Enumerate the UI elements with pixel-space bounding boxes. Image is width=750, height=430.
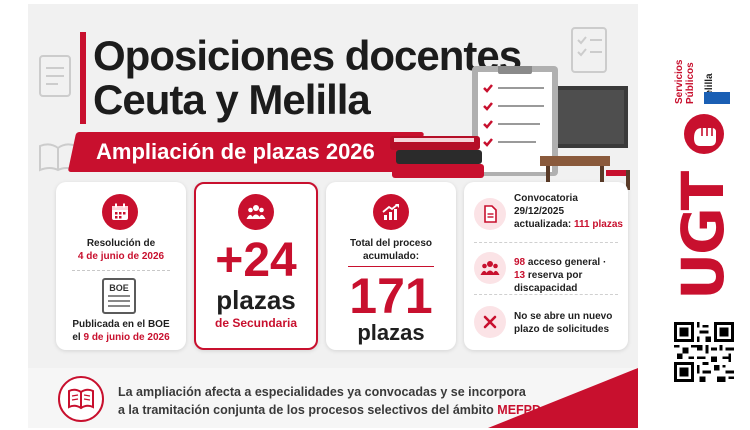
clipboard-books-illustration [390, 66, 630, 190]
servicios-text: Servicios Públicos [674, 60, 696, 104]
total-label: Total del proceso acumulado: [328, 237, 454, 263]
cross-badge [474, 306, 506, 338]
resolucion-text: Resolución de 4 de junio de 2026 [64, 237, 178, 263]
brand-sidebar: Servicios Públicos Melilla UGT [660, 0, 750, 430]
boe-text: Publicada en el BOE el 9 de junio de 202… [64, 318, 178, 344]
document-icon [484, 205, 497, 223]
reparto-reserva-label: reserva por discapacidad [514, 270, 583, 294]
people-icon [246, 205, 266, 219]
total-divider [348, 266, 434, 267]
new-places-detail: de Secundaria [214, 316, 298, 330]
plazo-line-1: No se abre un nuevo [514, 311, 613, 322]
subtitle: Ampliación de plazas 2026 [96, 139, 375, 164]
qr-code-icon [674, 322, 734, 382]
plazo-line-2: plazo de solicitudes [514, 324, 610, 335]
document-badge [474, 198, 506, 230]
new-places-unit: plazas [216, 285, 296, 315]
calendar-icon [112, 203, 128, 220]
reparto-general-label: acceso general · [527, 257, 607, 268]
convocatoria-text: Convocatoria 29/12/2025 actualizada: 111… [514, 192, 623, 231]
boe-label: Publicada en el BOE [72, 319, 170, 330]
new-places-number: +24 [215, 234, 297, 287]
growth-chart-icon [382, 204, 399, 220]
title-line-1: Oposiciones docentes [93, 32, 522, 79]
group-badge [474, 252, 506, 284]
servicios-publicos-logo: Servicios Públicos Melilla [674, 20, 734, 104]
convocatoria-plazas: 111 plazas [574, 219, 623, 230]
convocatoria-line-3: actualizada: [514, 219, 572, 230]
book-icon [68, 388, 94, 410]
boe-date: 9 de junio de 2026 [83, 332, 170, 343]
boe-badge-text: BOE [109, 283, 129, 293]
card-divider [72, 270, 170, 271]
convocatoria-line-2: 29/12/2025 [514, 206, 565, 217]
convocatoria-line-1: Convocatoria [514, 193, 578, 204]
reparto-reserva: 13 [514, 270, 526, 281]
reparto-text: 98 acceso general · 13 reserva por disca… [514, 256, 638, 295]
title-line-2: Ceuta y Melilla [93, 76, 371, 123]
sp-line-2: Públicos [685, 62, 696, 104]
plazo-text: No se abre un nuevo plazo de solicitudes [514, 310, 612, 336]
book-badge [58, 376, 104, 422]
footer-highlight: MEFPD. [497, 403, 545, 417]
total-number: 171 [349, 268, 433, 324]
title-accent-bar [80, 32, 86, 124]
footer-text-1: La ampliación afecta a especialidades ya… [118, 385, 526, 399]
resolucion-date: 4 de junio de 2026 [77, 251, 165, 262]
people-badge [238, 194, 274, 230]
growth-badge [373, 194, 409, 230]
new-places-card [194, 182, 318, 350]
cross-icon [483, 315, 497, 329]
fist-logo-icon [684, 114, 724, 154]
group-icon [480, 261, 500, 275]
doc-doodle-icon [39, 55, 71, 97]
reparto-general: 98 [514, 257, 526, 268]
sp-line-1: Servicios [674, 59, 685, 104]
checklist-doodle-icon [571, 27, 607, 73]
total-label-2: acumulado: [362, 251, 420, 262]
details-divider-1 [474, 242, 618, 243]
ugt-logo: UGT [669, 172, 737, 300]
total-label-1: Total del proceso [349, 238, 433, 249]
boe-badge: BOE [102, 278, 136, 314]
total-unit: plazas [357, 320, 425, 345]
page-title: Oposiciones docentes Ceuta y Melilla [93, 32, 522, 123]
resolucion-label: Resolución de [86, 238, 156, 249]
blue-flag-strip [704, 92, 730, 104]
footer-text: La ampliación afecta a especialidades ya… [118, 383, 578, 419]
footer-text-2: a la tramitación conjunta de los proceso… [118, 403, 494, 417]
boe-date-prefix: el [72, 332, 81, 343]
infographic: Oposiciones docentes Ceuta y Melilla Amp… [28, 4, 638, 428]
details-divider-2 [474, 294, 618, 295]
calendar-badge [102, 194, 138, 230]
